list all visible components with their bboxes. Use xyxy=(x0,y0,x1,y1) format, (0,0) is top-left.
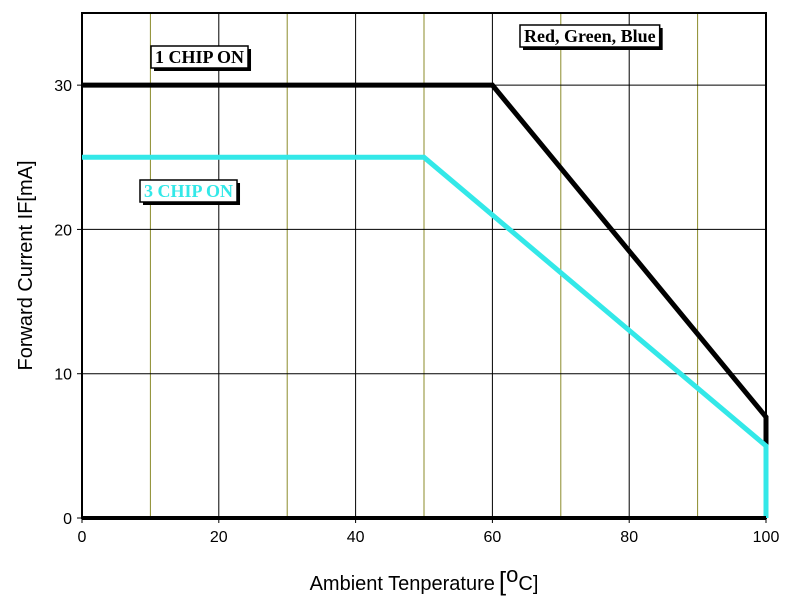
x-tick-label: 60 xyxy=(484,529,502,546)
series-labels: 1 CHIP ON 3 CHIP ON Red, Green, Blue xyxy=(139,24,663,205)
series-1-label: 1 CHIP ON xyxy=(150,45,252,71)
series-2-label: 3 CHIP ON xyxy=(139,179,241,205)
series-layer xyxy=(82,82,769,520)
x-tick-label: 80 xyxy=(620,529,638,546)
series-line-2 xyxy=(82,154,769,518)
annotation-label-text: Red, Green, Blue xyxy=(524,26,656,46)
annotation-label-box xyxy=(519,24,661,48)
y-axis-label: Forward Current IF[mA] xyxy=(15,160,37,370)
x-tick-label: 0 xyxy=(78,529,87,546)
minor-grid xyxy=(149,13,699,518)
series-1-label-text: 1 CHIP ON xyxy=(155,47,244,67)
series-1-label-box xyxy=(150,45,249,69)
annotation-label: Red, Green, Blue xyxy=(519,24,663,50)
x-tick-label: 40 xyxy=(347,529,365,546)
y-tick-label: 20 xyxy=(54,222,72,239)
y-tick-label: 0 xyxy=(63,511,72,528)
series-2-label-text: 3 CHIP ON xyxy=(144,181,233,201)
x-tick-label: 100 xyxy=(753,529,780,546)
series-2-label-box xyxy=(139,179,238,203)
y-tick-label: 10 xyxy=(54,367,72,384)
x-tick-label: 20 xyxy=(210,529,228,546)
tick-labels: 0 20 40 60 80 100 0 10 20 30 xyxy=(54,78,779,546)
x-axis-label: Ambient Tenperature [oC] xyxy=(310,562,539,596)
y-tick-label: 30 xyxy=(54,78,72,95)
